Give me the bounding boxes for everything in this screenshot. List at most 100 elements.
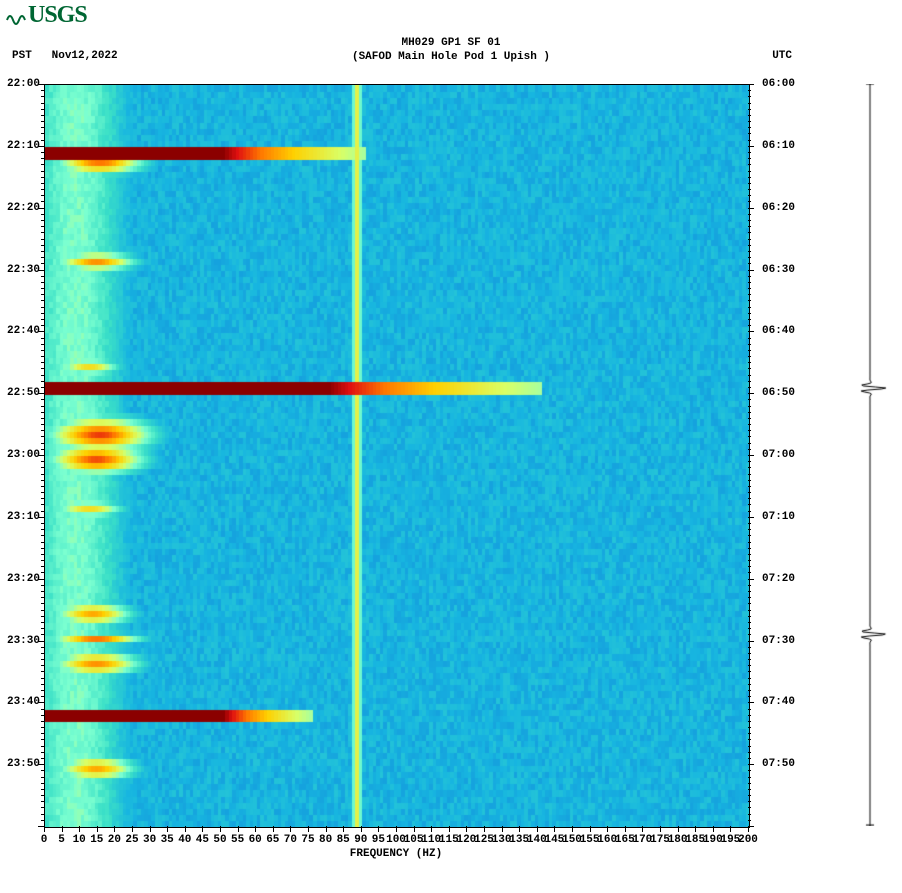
yl-tick [41, 103, 44, 104]
yl-tick [41, 560, 44, 561]
x-tick-label: 70 [284, 834, 297, 846]
yr-tick [748, 232, 751, 233]
x-tick [361, 826, 362, 832]
x-tick-label: 90 [354, 834, 367, 846]
x-tick [678, 826, 679, 832]
yl-tick [41, 127, 44, 128]
yl-tick-label: 22:20 [7, 202, 40, 214]
x-tick [220, 826, 221, 832]
yr-tick [748, 474, 751, 475]
yl-tick [41, 319, 44, 320]
yr-tick [748, 535, 751, 536]
yr-tick [748, 424, 751, 425]
x-tick [326, 826, 327, 832]
yr-tick [748, 393, 754, 394]
x-tick [502, 826, 503, 832]
x-tick-label: 95 [372, 834, 385, 846]
left-tz-label: PST [12, 50, 32, 62]
yr-tick [748, 752, 751, 753]
yl-tick [41, 807, 44, 808]
yr-tick [748, 455, 754, 456]
yr-tick [748, 220, 751, 221]
yl-tick [41, 548, 44, 549]
yr-tick [748, 511, 751, 512]
yl-tick [41, 461, 44, 462]
yr-tick [748, 572, 751, 573]
yr-tick [748, 239, 751, 240]
x-tick [290, 826, 291, 832]
yl-tick [41, 486, 44, 487]
title-line2: (SAFOD Main Hole Pod 1 Upish ) [0, 50, 902, 64]
yl-tick [41, 622, 44, 623]
left-date-label: Nov12,2022 [52, 50, 118, 62]
yr-tick [748, 696, 751, 697]
x-tick [519, 826, 520, 832]
x-tick [695, 826, 696, 832]
yl-tick [41, 140, 44, 141]
yr-tick [748, 294, 751, 295]
yr-tick [748, 783, 751, 784]
yl-tick [41, 653, 44, 654]
yl-tick [41, 746, 44, 747]
yl-tick-label: 23:50 [7, 758, 40, 770]
x-tick [414, 826, 415, 832]
yl-tick [41, 752, 44, 753]
yl-tick [41, 424, 44, 425]
yr-tick [748, 449, 751, 450]
yl-tick [41, 659, 44, 660]
yr-tick [748, 245, 751, 246]
x-tick [273, 826, 274, 832]
yr-tick [748, 300, 751, 301]
yl-tick [41, 715, 44, 716]
yr-tick [748, 208, 754, 209]
yr-tick [748, 164, 751, 165]
x-tick [44, 826, 45, 832]
yr-tick-label: 07:40 [762, 696, 795, 708]
yl-tick [41, 96, 44, 97]
yl-tick [41, 164, 44, 165]
yl-tick [41, 814, 44, 815]
yr-tick [748, 715, 751, 716]
yr-tick-label: 07:10 [762, 511, 795, 523]
yl-tick [41, 523, 44, 524]
y-axis-right-utc: 06:0006:1006:2006:3006:4006:5007:0007:10… [748, 84, 808, 826]
yr-tick [748, 764, 754, 765]
x-tick [449, 826, 450, 832]
yr-tick [748, 486, 751, 487]
title-line1: MH029 GP1 SF 01 [0, 36, 902, 50]
yr-tick [748, 171, 751, 172]
yr-tick [748, 739, 751, 740]
yr-tick [748, 634, 751, 635]
x-tick-label: 85 [337, 834, 350, 846]
yl-tick [41, 350, 44, 351]
yr-tick [748, 746, 751, 747]
yr-tick-label: 06:00 [762, 78, 795, 90]
yl-tick [41, 474, 44, 475]
x-tick-label: 15 [90, 834, 103, 846]
yl-tick-label: 23:00 [7, 449, 40, 461]
yr-tick [748, 375, 751, 376]
yr-tick [748, 721, 751, 722]
yl-tick [41, 263, 44, 264]
yl-tick-label: 23:30 [7, 635, 40, 647]
yl-tick [41, 338, 44, 339]
x-tick [642, 826, 643, 832]
yr-tick-label: 07:00 [762, 449, 795, 461]
yl-tick [41, 671, 44, 672]
yl-tick [41, 375, 44, 376]
yl-tick [41, 418, 44, 419]
yl-tick [41, 597, 44, 598]
yr-tick [748, 709, 751, 710]
yr-tick-label: 06:40 [762, 325, 795, 337]
yl-tick [41, 758, 44, 759]
yl-tick [41, 535, 44, 536]
x-tick [625, 826, 626, 832]
yr-tick [748, 801, 751, 802]
yr-tick [748, 702, 754, 703]
yl-tick [41, 121, 44, 122]
yl-tick [41, 820, 44, 821]
yr-tick [748, 84, 754, 85]
yl-tick [41, 634, 44, 635]
yr-tick [748, 498, 751, 499]
yl-tick-label: 23:20 [7, 573, 40, 585]
